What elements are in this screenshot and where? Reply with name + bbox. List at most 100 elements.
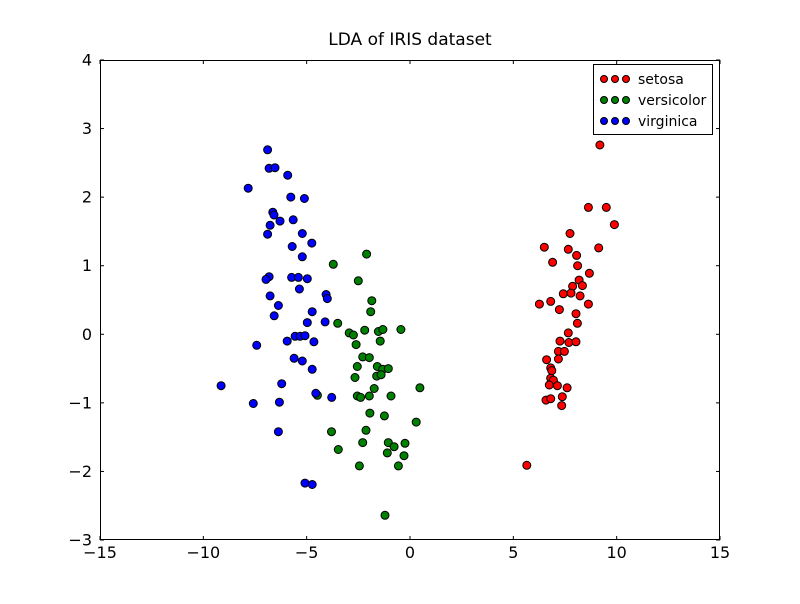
data-point-setosa bbox=[584, 268, 594, 278]
legend-row-versicolor: versicolor bbox=[600, 93, 707, 109]
y-tick-label: −1 bbox=[68, 393, 92, 412]
data-point-virginica bbox=[297, 252, 307, 262]
data-point-virginica bbox=[288, 215, 298, 225]
data-point-setosa bbox=[575, 291, 585, 301]
y-tick-label: −3 bbox=[68, 531, 92, 550]
data-point-virginica bbox=[297, 356, 307, 366]
data-point-virginica bbox=[273, 427, 283, 437]
data-point-versicolor bbox=[378, 325, 388, 334]
data-point-setosa bbox=[572, 250, 582, 260]
versicolor-marker-icon bbox=[622, 96, 630, 104]
data-point-setosa bbox=[546, 394, 556, 404]
setosa-marker-icon bbox=[611, 75, 619, 83]
data-point-virginica bbox=[289, 353, 299, 363]
y-tick-label: 4 bbox=[82, 51, 92, 70]
data-point-setosa bbox=[583, 202, 593, 212]
data-point-setosa bbox=[573, 261, 583, 271]
data-point-versicolor bbox=[379, 411, 389, 421]
data-point-versicolor bbox=[389, 442, 399, 452]
data-point-setosa bbox=[572, 318, 582, 328]
data-point-versicolor bbox=[386, 391, 396, 401]
scatter-points bbox=[216, 140, 619, 520]
data-point-versicolor bbox=[365, 408, 375, 418]
data-point-virginica bbox=[269, 311, 279, 321]
tick-marks bbox=[99, 59, 721, 541]
data-point-virginica bbox=[287, 242, 297, 251]
data-point-virginica bbox=[309, 337, 319, 347]
data-point-virginica bbox=[299, 194, 309, 203]
setosa-marker-icon bbox=[622, 75, 630, 83]
data-point-virginica bbox=[274, 397, 284, 407]
data-point-versicolor bbox=[362, 249, 372, 259]
data-point-versicolor bbox=[375, 336, 385, 346]
data-point-setosa bbox=[552, 381, 562, 391]
data-point-setosa bbox=[566, 288, 576, 298]
data-point-versicolor bbox=[369, 384, 379, 393]
data-point-setosa bbox=[555, 336, 565, 346]
legend-row-virginica: virginica bbox=[600, 114, 698, 130]
data-point-setosa bbox=[583, 299, 593, 309]
data-point-setosa bbox=[562, 383, 572, 393]
data-point-virginica bbox=[265, 220, 275, 230]
data-point-virginica bbox=[300, 331, 310, 341]
versicolor-marker-icon bbox=[600, 96, 608, 104]
data-point-versicolor bbox=[396, 325, 406, 334]
data-point-virginica bbox=[248, 399, 258, 408]
data-point-setosa bbox=[546, 296, 556, 306]
data-point-virginica bbox=[252, 340, 262, 350]
data-point-virginica bbox=[307, 480, 317, 489]
data-point-versicolor bbox=[415, 383, 425, 393]
data-point-setosa bbox=[571, 309, 581, 319]
legend-label-versicolor: versicolor bbox=[638, 93, 707, 109]
data-point-setosa bbox=[594, 243, 604, 253]
virginica-marker-icon bbox=[600, 117, 608, 125]
data-point-setosa bbox=[542, 355, 552, 365]
data-point-versicolor bbox=[367, 296, 377, 306]
chart-title: LDA of IRIS dataset bbox=[328, 30, 492, 50]
y-tick-label: 0 bbox=[82, 325, 92, 344]
data-point-versicolor bbox=[348, 330, 358, 340]
x-tick-label: 15 bbox=[710, 543, 730, 562]
data-point-setosa bbox=[563, 328, 573, 338]
data-point-versicolor bbox=[366, 307, 376, 317]
data-point-virginica bbox=[294, 284, 304, 294]
data-point-versicolor bbox=[364, 353, 374, 363]
data-point-setosa bbox=[547, 366, 557, 376]
data-point-virginica bbox=[283, 170, 293, 180]
versicolor-marker-icon bbox=[611, 96, 619, 104]
data-point-virginica bbox=[297, 229, 307, 238]
data-point-virginica bbox=[263, 145, 273, 155]
data-point-versicolor bbox=[364, 391, 374, 401]
data-point-setosa bbox=[522, 460, 532, 470]
data-point-virginica bbox=[243, 183, 253, 193]
data-point-versicolor bbox=[353, 276, 363, 286]
data-point-versicolor bbox=[333, 445, 343, 454]
data-point-setosa bbox=[544, 380, 554, 390]
data-point-setosa bbox=[565, 229, 575, 238]
legend-label-virginica: virginica bbox=[638, 114, 698, 130]
data-point-virginica bbox=[302, 274, 312, 284]
data-point-setosa bbox=[548, 257, 558, 267]
data-point-versicolor bbox=[361, 425, 371, 435]
data-point-setosa bbox=[554, 305, 564, 315]
data-point-virginica bbox=[311, 388, 321, 398]
legend-label-setosa: setosa bbox=[638, 72, 684, 88]
data-point-setosa bbox=[557, 392, 567, 402]
data-point-versicolor bbox=[411, 417, 421, 427]
data-point-virginica bbox=[327, 392, 337, 402]
data-point-virginica bbox=[307, 307, 317, 317]
data-point-versicolor bbox=[356, 392, 366, 402]
data-point-versicolor bbox=[327, 427, 336, 437]
data-point-versicolor bbox=[400, 438, 410, 448]
data-point-virginica bbox=[265, 291, 275, 301]
data-point-versicolor bbox=[383, 364, 393, 374]
data-point-versicolor bbox=[333, 318, 343, 328]
y-tick-label: 2 bbox=[82, 188, 92, 207]
data-point-versicolor bbox=[380, 510, 390, 520]
virginica-marker-icon bbox=[622, 117, 630, 125]
data-point-versicolor bbox=[350, 373, 360, 382]
data-point-virginica bbox=[307, 238, 317, 248]
data-point-virginica bbox=[307, 364, 317, 374]
data-point-setosa bbox=[571, 337, 581, 347]
